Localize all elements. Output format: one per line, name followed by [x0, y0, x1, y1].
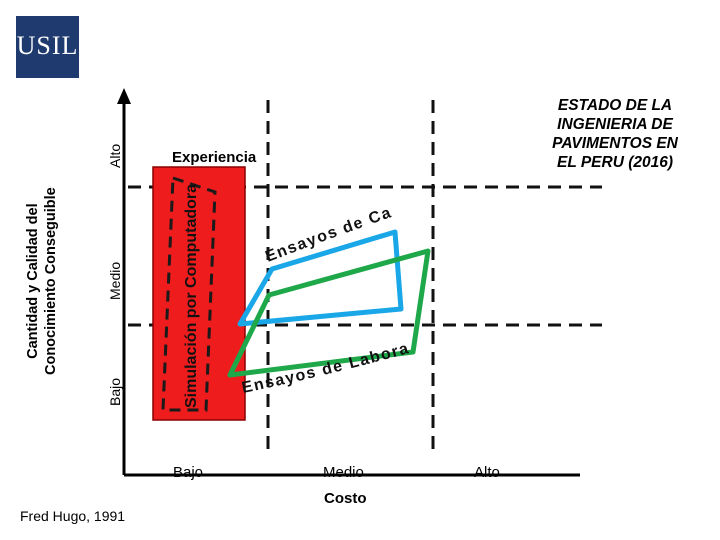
- simulacion-label: Simulación por Computadora: [183, 184, 200, 408]
- title-line-4: EL PERU (2016): [556, 154, 673, 171]
- page-title: ESTADO DE LA INGENIERIA DE PAVIMENTOS EN…: [520, 96, 710, 172]
- x-level-alto: Alto: [474, 464, 500, 481]
- title-line-3: PAVIMENTOS EN: [552, 135, 678, 152]
- simulacion-region: [152, 166, 246, 421]
- x-axis-title: Costo: [324, 490, 367, 507]
- x-level-bajo: Bajo: [173, 464, 204, 481]
- simulacion-inner-dashed: [161, 175, 217, 412]
- campo-region: [237, 229, 404, 327]
- usil-logo: USIL: [16, 16, 79, 78]
- y-axis-title: Cantidad y Calidad del Conocimiento Cons…: [24, 187, 60, 375]
- y-level-bajo: Bajo: [107, 377, 123, 406]
- y-level-alto: Alto: [107, 143, 123, 168]
- experiencia-label: Experiencia: [172, 149, 257, 166]
- x-level-medio: Medio: [323, 464, 364, 481]
- source-credit: Fred Hugo, 1991: [20, 508, 126, 524]
- y-level-medio: Medio: [107, 261, 123, 300]
- title-line-1: ESTADO DE LA: [557, 97, 673, 114]
- y-axis-title-line-2: Conocimiento Conseguible: [43, 187, 59, 375]
- y-axis-title-line-1: Cantidad y Calidad del: [25, 203, 41, 359]
- y-axis-arrow: [117, 88, 131, 104]
- logo-text: USIL: [16, 31, 79, 60]
- title-line-2: INGENIERIA DE: [557, 116, 673, 133]
- laboratorio-region: [227, 248, 431, 378]
